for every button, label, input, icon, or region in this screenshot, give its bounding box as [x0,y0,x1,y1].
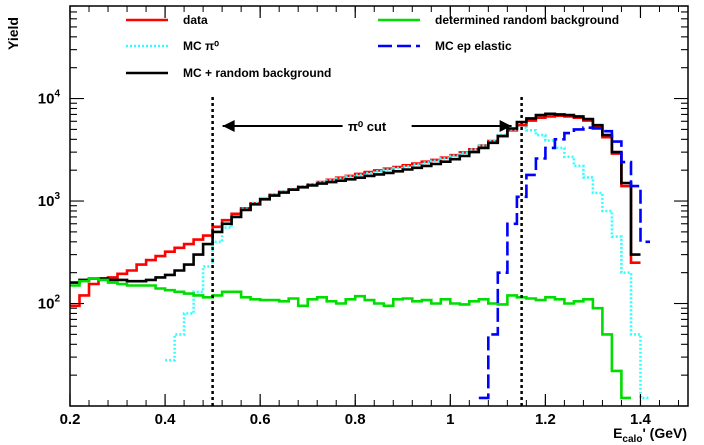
legend-label-random_bg: determined random background [435,13,619,27]
cut-label: π⁰ cut [348,119,387,134]
legend-label-data: data [183,13,208,27]
series-data [70,114,641,308]
cut-arrowhead-left [222,120,235,132]
cut-layer [211,97,523,406]
x-tick-label: 0.6 [250,411,271,428]
cut-arrowhead-right [499,120,512,132]
y-tick-label: 103 [38,191,61,210]
y-tick-exponent: 2 [54,294,60,305]
x-tick-label: 0.4 [155,411,177,428]
y-tick-base: 10 [38,296,55,313]
legend-label-mc_pi0: MC π⁰ [183,39,219,53]
x-axis-title-main: E [613,425,622,441]
y-tick-base: 10 [38,193,55,210]
legend-label-mc_ep_elastic: MC ep elastic [435,39,512,53]
y-tick-label: 104 [38,89,61,108]
y-tick-exponent: 4 [54,89,60,100]
legend: data MC π⁰ MC + random background determine… [126,13,619,80]
x-tick-label: 1.2 [535,411,556,428]
x-tick-label: 1.4 [630,411,652,428]
series-layer [70,112,650,400]
series-mc_ep_elastic [478,126,650,400]
x-tick-label: 0.2 [60,411,81,428]
x-tick-label: 1 [446,411,454,428]
x-tick-label: 0.8 [345,411,366,428]
x-axis-title-rest: ' (GeV) [642,425,687,441]
series-mc_plus_bg [70,112,641,284]
x-axis-title: Ecalo' (GeV) [613,425,687,445]
series-random_bg [70,277,631,400]
y-tick-label: 102 [38,294,61,313]
series-mc_pi0 [165,126,650,400]
y-tick-exponent: 3 [54,191,60,202]
y-axis-title: Yield [5,17,21,50]
x-axis-title-sub: calo [622,434,642,445]
legend-label-mc_plus_bg: MC + random background [183,66,331,80]
y-tick-base: 10 [38,91,55,108]
